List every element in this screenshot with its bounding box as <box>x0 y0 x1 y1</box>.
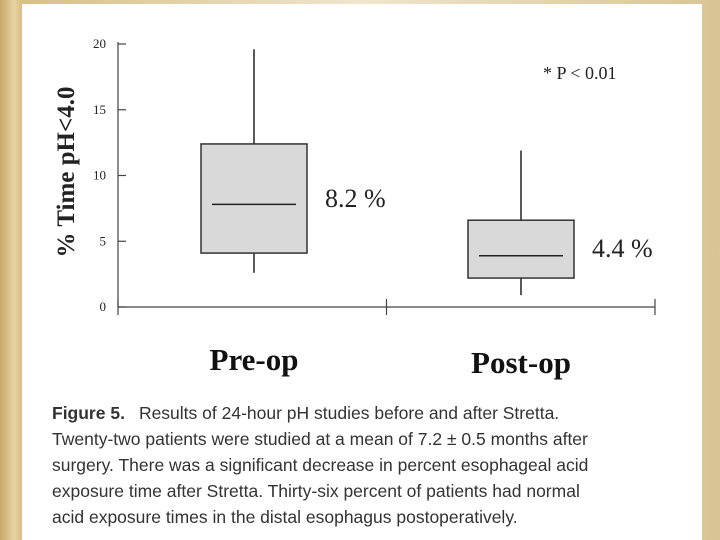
caption-line: exposure time after Stretta. Thirty-six … <box>52 481 580 501</box>
box <box>200 143 308 254</box>
y-tick-label: 10 <box>93 168 106 183</box>
y-tick-label: 20 <box>93 36 106 51</box>
annotation: * P < 0.01 <box>543 63 617 83</box>
y-tick-label: 15 <box>93 102 106 117</box>
caption-line: Twenty-two patients were studied at a me… <box>52 429 588 449</box>
y-tick-label: 0 <box>100 299 107 314</box>
x-tick-label: Post-op <box>471 345 571 380</box>
caption-label-text: Figure 5. <box>52 403 125 423</box>
caption-line: acid exposure times in the distal esopha… <box>52 507 518 527</box>
caption-label: Figure 5. Results of 24-hour pH studies b… <box>52 403 559 423</box>
y-axis-label: % Time pH<4.0 <box>53 87 80 258</box>
slide-panel <box>22 4 702 540</box>
mean-label: 4.4 % <box>592 234 653 263</box>
x-tick-label: Pre-op <box>210 342 299 377</box>
box <box>467 219 575 279</box>
caption-line: Results of 24-hour pH studies before and… <box>139 403 559 423</box>
mean-label: 8.2 % <box>325 184 386 213</box>
y-tick-label: 5 <box>100 233 107 248</box>
caption-line: surgery. There was a significant decreas… <box>52 455 588 475</box>
